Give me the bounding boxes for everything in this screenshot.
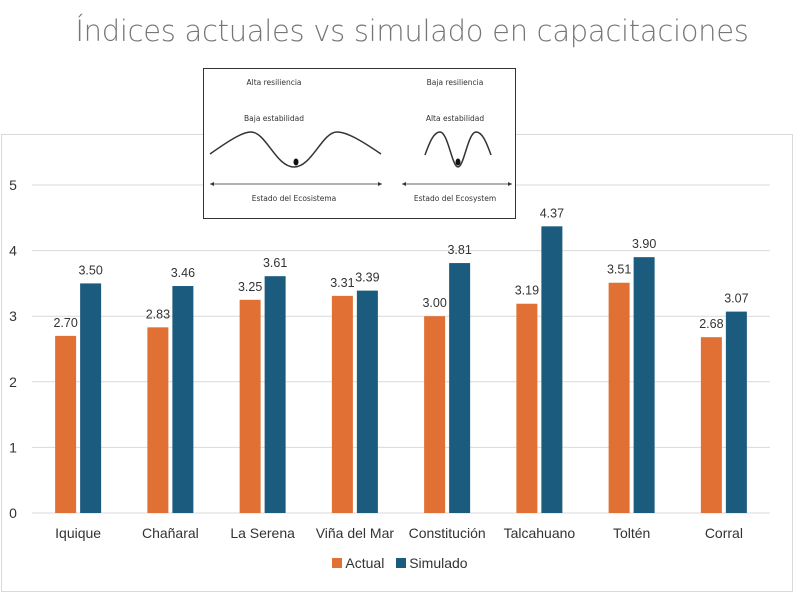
- x-axis-ticks: Iquique Chañaral La Serena Viña del Mar Cons…: [55, 525, 743, 541]
- data-label-simulado: 3.46: [171, 266, 195, 280]
- bar-actual[interactable]: [516, 303, 538, 513]
- legend-label-actual: Actual: [345, 555, 385, 571]
- bar-actual[interactable]: [55, 335, 77, 513]
- left-axis-label: Estado del Ecosistema: [252, 194, 337, 203]
- bar-actual[interactable]: [239, 299, 261, 513]
- data-label-actual: 3.31: [330, 276, 354, 290]
- bar-simulado[interactable]: [264, 276, 286, 513]
- left-resilience-label: Alta resiliencia: [247, 78, 302, 87]
- bars: [55, 226, 747, 513]
- right-axis-label: Estado del Ecosystem: [414, 194, 496, 203]
- y-tick-label: 2: [9, 374, 17, 390]
- bar-simulado[interactable]: [356, 290, 378, 513]
- bar-simulado[interactable]: [725, 311, 747, 513]
- x-tick-label: Talcahuano: [504, 525, 576, 541]
- data-label-simulado: 3.61: [263, 256, 287, 270]
- legend-swatch-actual: [332, 558, 343, 568]
- chart-title: Índices actuales vs simulado en capacita…: [75, 14, 749, 48]
- right-resilience-label: Baja resiliencia: [427, 78, 484, 87]
- data-label-simulado: 3.39: [355, 271, 379, 285]
- bar-actual[interactable]: [147, 327, 169, 513]
- resilience-diagram-inset: Alta resiliencia Baja estabilidad Estado…: [203, 68, 516, 219]
- bar-actual[interactable]: [608, 282, 630, 513]
- y-tick-label: 1: [9, 439, 17, 455]
- y-tick-label: 4: [9, 243, 17, 259]
- x-tick-label: Iquique: [55, 525, 101, 541]
- bar-simulado[interactable]: [172, 286, 194, 513]
- right-ball-icon: [455, 158, 461, 166]
- data-label-actual: 2.68: [699, 317, 723, 331]
- y-tick-label: 5: [9, 177, 17, 193]
- y-tick-label: 0: [9, 505, 17, 521]
- y-axis-ticks: 0 1 2 3 4 5: [9, 177, 17, 521]
- x-tick-label: Viña del Mar: [316, 525, 395, 541]
- x-tick-label: Chañaral: [142, 525, 199, 541]
- legend-label-simulado: Simulado: [409, 555, 468, 571]
- legend-swatch-simulado: [396, 558, 407, 568]
- data-label-actual: 3.00: [422, 296, 446, 310]
- data-label-simulado: 3.50: [78, 263, 102, 277]
- bar-simulado[interactable]: [449, 263, 471, 513]
- legend-item-simulado[interactable]: Simulado: [396, 555, 468, 571]
- x-tick-label: Toltén: [613, 525, 650, 541]
- wide-valley-curve: [209, 131, 382, 168]
- data-label-simulado: 4.37: [540, 206, 564, 220]
- x-tick-label: Corral: [705, 525, 743, 541]
- bar-actual[interactable]: [424, 316, 446, 513]
- data-label-actual: 2.70: [53, 316, 77, 330]
- gridlines: [32, 184, 770, 514]
- data-label-simulado: 3.81: [447, 243, 471, 257]
- chart-legend: Actual Simulado: [0, 555, 800, 571]
- data-label-actual: 3.25: [238, 280, 262, 294]
- data-label-actual: 3.19: [515, 284, 539, 298]
- data-label-simulado: 3.07: [724, 292, 748, 306]
- data-labels: 2.70 3.50 2.83 3.46 3.253.61 3.31 3.39 3.00 3.81…: [53, 206, 748, 331]
- x-tick-label: Constitución: [409, 525, 486, 541]
- bar-actual[interactable]: [331, 295, 353, 513]
- data-label-actual: 2.83: [146, 307, 170, 321]
- bar-simulado[interactable]: [80, 283, 102, 513]
- right-stability-label: Alta estabilidad: [426, 114, 485, 123]
- left-stability-label: Baja estabilidad: [244, 114, 304, 123]
- bar-simulado[interactable]: [633, 257, 655, 513]
- bar-actual[interactable]: [700, 337, 722, 513]
- x-tick-label: La Serena: [230, 525, 295, 541]
- narrow-valley-curve: [424, 131, 492, 168]
- y-tick-label: 3: [9, 308, 17, 324]
- bar-simulado[interactable]: [541, 226, 563, 513]
- data-label-actual: 3.51: [607, 263, 631, 277]
- left-ball-icon: [293, 158, 299, 166]
- legend-item-actual[interactable]: Actual: [332, 555, 384, 571]
- data-label-simulado: 3.90: [632, 237, 656, 251]
